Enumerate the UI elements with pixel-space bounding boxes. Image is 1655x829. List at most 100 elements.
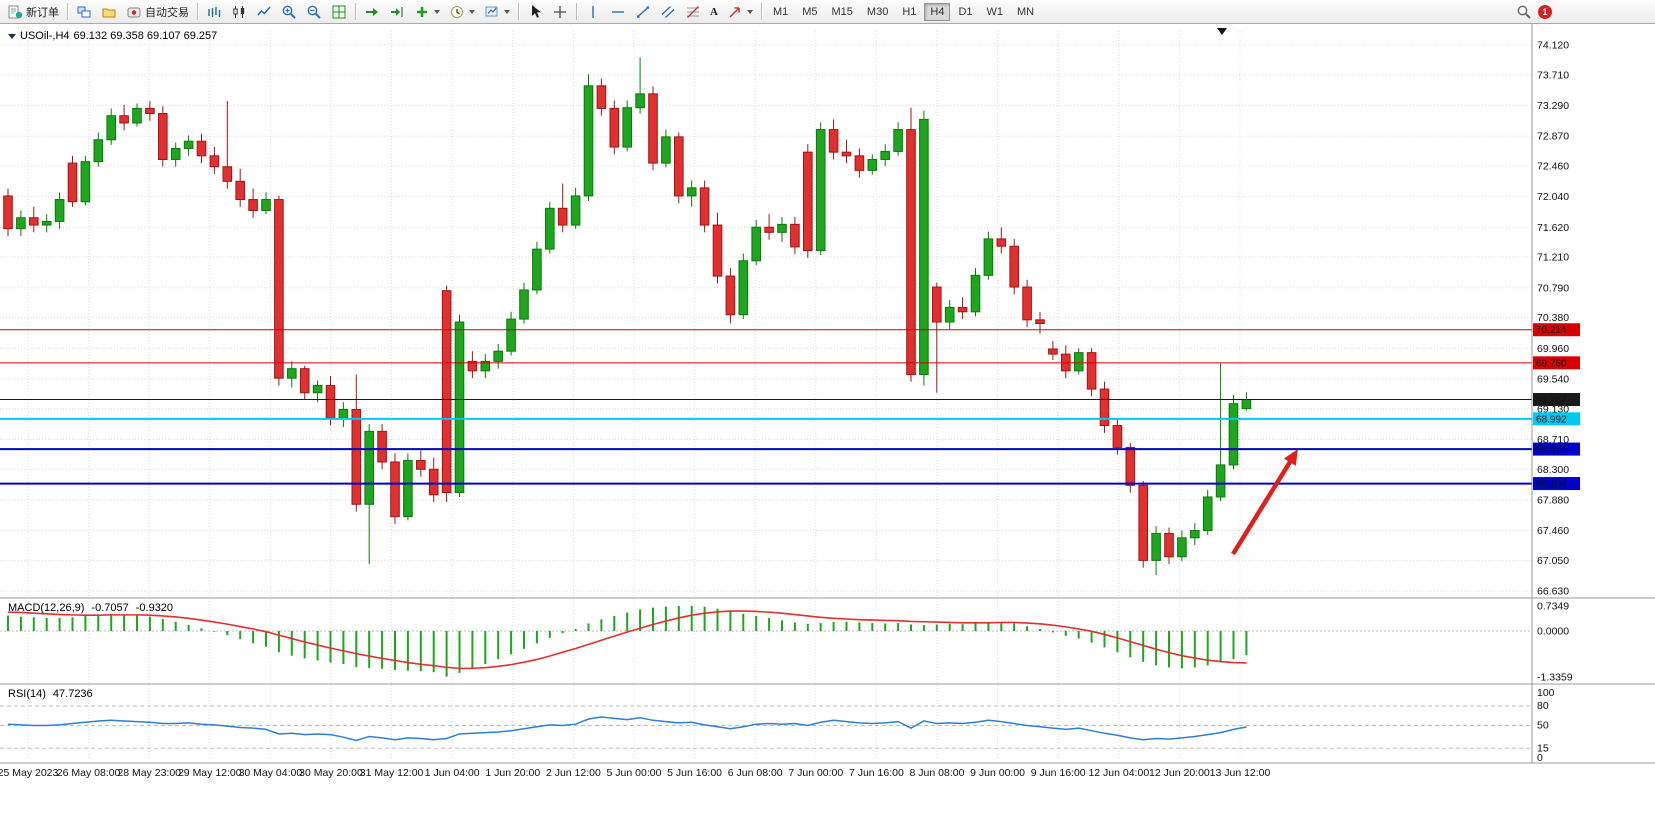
candle xyxy=(828,129,839,153)
macd-signal-line xyxy=(7,610,1247,670)
chart-windows-icon xyxy=(77,6,91,17)
time-axis-label: 25 May 2023 xyxy=(0,767,59,779)
crosshair-button[interactable] xyxy=(548,1,572,22)
candle xyxy=(686,187,697,197)
candle xyxy=(699,187,710,226)
cursor-button[interactable] xyxy=(523,1,547,22)
candle xyxy=(1177,537,1187,558)
price-badge-label: 68.577 xyxy=(1536,445,1567,456)
candle xyxy=(725,275,736,316)
price-badge xyxy=(1533,477,1580,491)
text-tool-button[interactable]: A xyxy=(706,1,722,22)
templates-button[interactable] xyxy=(480,1,514,22)
candle xyxy=(441,290,452,494)
time-axis-label: 9 Jun 00:00 xyxy=(970,767,1025,779)
horizontal-line-button[interactable] xyxy=(606,1,630,22)
zoom-in-button[interactable] xyxy=(277,1,301,22)
price-badge xyxy=(1533,412,1580,426)
chart-region: 25 May 2023 26 May 08:00 28 May 23:00 29 Ma… xyxy=(0,24,1655,829)
notification-badge[interactable]: 1 xyxy=(1538,4,1552,19)
zoom-in-icon xyxy=(282,5,296,19)
auto-scroll-button[interactable] xyxy=(360,1,384,22)
candle xyxy=(674,136,684,197)
fibonacci-button[interactable] xyxy=(681,1,705,22)
chart-shift-button[interactable] xyxy=(385,1,409,22)
candle xyxy=(635,93,645,109)
candle xyxy=(596,85,607,109)
auto-trading-button[interactable]: 自动交易 xyxy=(122,1,193,22)
candle xyxy=(54,199,65,222)
candle xyxy=(29,217,39,226)
profiles-folder-icon xyxy=(102,8,116,17)
rsi-scale-label: 15 xyxy=(1537,742,1549,754)
candle xyxy=(403,460,413,518)
candle xyxy=(248,199,258,211)
price-badge xyxy=(1533,323,1580,337)
candle xyxy=(519,289,529,320)
trendline-button[interactable] xyxy=(631,1,655,22)
periods-button[interactable] xyxy=(445,1,479,22)
macd-scale-label: 0.0000 xyxy=(1537,626,1569,638)
line-chart-button[interactable] xyxy=(252,1,276,22)
cursor-icon xyxy=(532,4,541,18)
timeframe-button-m15[interactable]: M15 xyxy=(826,3,859,21)
arrows-tool-button[interactable] xyxy=(723,1,757,22)
candle xyxy=(1035,319,1045,324)
timeframe-button-h1[interactable]: H1 xyxy=(896,3,922,21)
timeframe-button-mn[interactable]: MN xyxy=(1011,3,1040,21)
macd-scale-label: 0.7349 xyxy=(1537,600,1569,612)
candle xyxy=(570,195,581,226)
candlestick-chart-button[interactable] xyxy=(227,1,251,22)
timeframe-button-w1[interactable]: W1 xyxy=(981,3,1010,21)
price-axis-label: 71.620 xyxy=(1537,222,1569,234)
horizontal-line-icon xyxy=(612,10,624,13)
candle xyxy=(3,195,13,230)
separator xyxy=(67,3,68,20)
candle xyxy=(583,85,594,197)
timeframe-button-h4[interactable]: H4 xyxy=(924,3,951,21)
channel-button[interactable] xyxy=(656,1,680,22)
candle xyxy=(751,226,762,262)
candle xyxy=(970,274,981,313)
chart-windows-button[interactable] xyxy=(72,1,96,22)
candle xyxy=(557,207,568,226)
tile-windows-button[interactable] xyxy=(327,1,351,22)
price-axis-label: 69.960 xyxy=(1537,343,1569,355)
timeframe-button-m1[interactable]: M1 xyxy=(767,3,794,21)
indicators-button[interactable] xyxy=(410,1,444,22)
rsi-line xyxy=(7,716,1247,742)
dropdown-caret-icon xyxy=(434,9,440,14)
candle xyxy=(80,161,91,203)
auto-trading-label: 自动交易 xyxy=(145,6,189,19)
candle xyxy=(996,238,1007,247)
candle xyxy=(299,368,310,394)
price-axis-label: 70.380 xyxy=(1537,312,1569,324)
candle xyxy=(235,180,245,201)
timeframe-button-d1[interactable]: D1 xyxy=(952,3,978,21)
search-icon[interactable] xyxy=(1516,4,1532,20)
new-order-button[interactable]: 新订单 xyxy=(3,1,63,22)
timeframe-button-m5[interactable]: M5 xyxy=(796,3,823,21)
timeframe-button-m30[interactable]: M30 xyxy=(861,3,894,21)
rsi-scale-label: 50 xyxy=(1537,720,1549,732)
candle xyxy=(312,384,323,394)
candle xyxy=(1125,446,1136,486)
zoom-out-button[interactable] xyxy=(302,1,326,22)
price-badge xyxy=(1533,393,1580,407)
trend-arrow[interactable] xyxy=(1231,449,1298,556)
new-order-label: 新订单 xyxy=(26,6,59,19)
candle xyxy=(1228,403,1239,466)
toolbar-right-group: 1 xyxy=(1516,4,1552,20)
dropdown-caret-icon xyxy=(469,9,475,14)
crosshair-icon xyxy=(554,5,566,18)
vertical-line-button[interactable] xyxy=(581,1,605,22)
candle xyxy=(480,360,491,372)
candle xyxy=(506,318,516,352)
candle xyxy=(532,248,542,291)
dropdown-caret-icon xyxy=(746,9,753,14)
bar-chart-button[interactable] xyxy=(202,1,226,22)
candle xyxy=(815,129,826,252)
profiles-button[interactable] xyxy=(97,1,121,22)
chart-shift-icon xyxy=(391,6,403,17)
